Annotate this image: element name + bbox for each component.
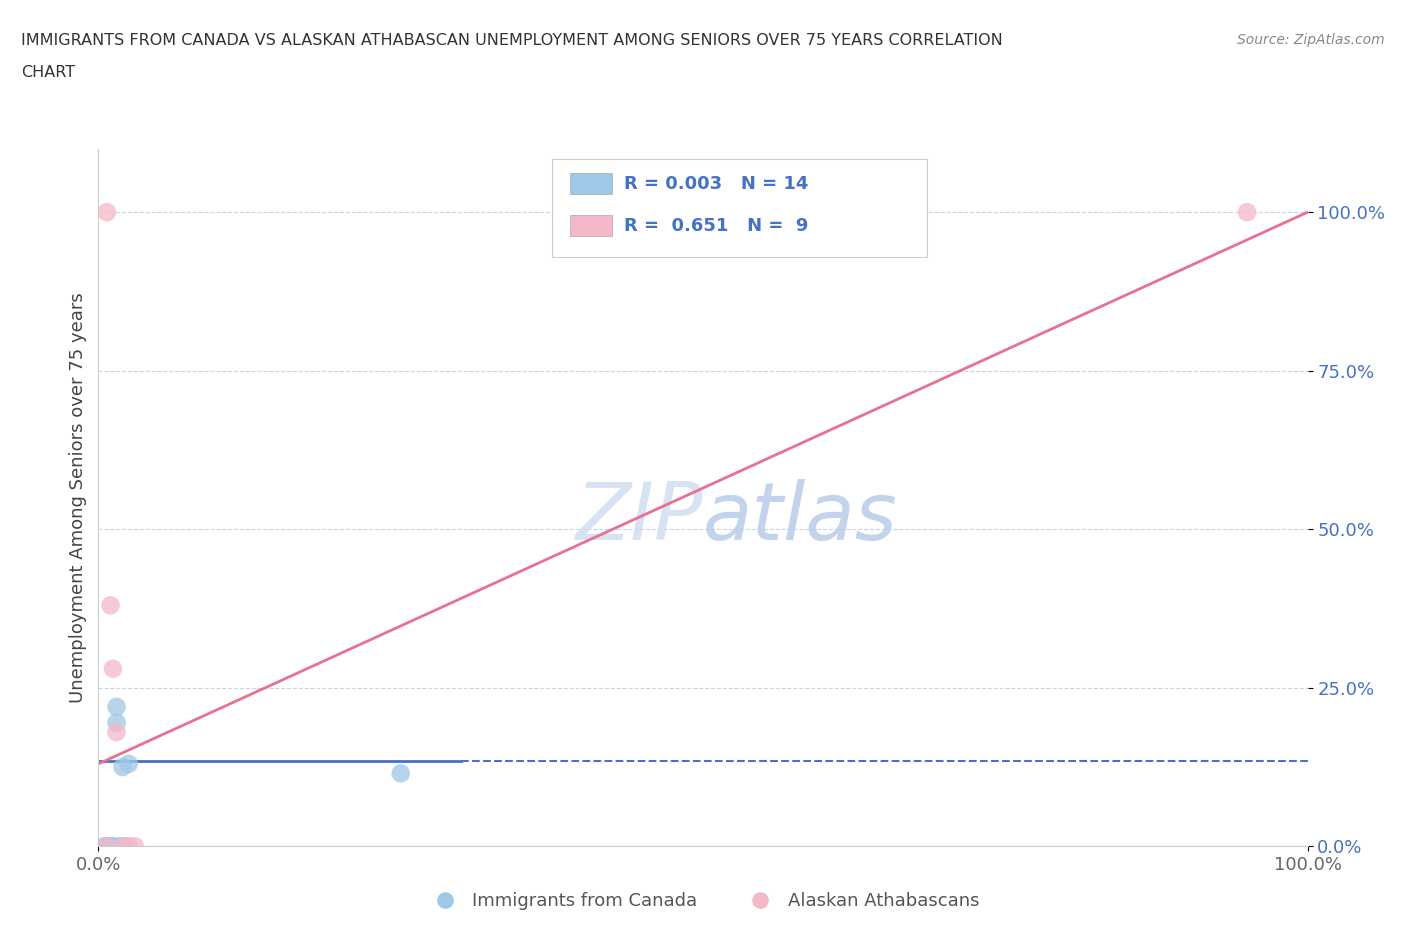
Y-axis label: Unemployment Among Seniors over 75 years: Unemployment Among Seniors over 75 years xyxy=(69,292,87,703)
Point xyxy=(100,839,122,854)
Point xyxy=(118,839,141,854)
Point xyxy=(105,715,128,730)
Point xyxy=(100,839,122,854)
Point xyxy=(108,839,131,854)
Point xyxy=(101,661,124,676)
Text: R = 0.003   N = 14: R = 0.003 N = 14 xyxy=(624,175,808,193)
FancyBboxPatch shape xyxy=(569,173,613,194)
Point xyxy=(111,760,134,775)
Point xyxy=(108,839,131,854)
Text: atlas: atlas xyxy=(703,480,898,557)
Point xyxy=(93,839,115,854)
Point xyxy=(118,756,141,771)
FancyBboxPatch shape xyxy=(551,159,927,257)
Point xyxy=(96,839,118,854)
Point xyxy=(96,839,118,854)
Legend: Immigrants from Canada, Alaskan Athabascans: Immigrants from Canada, Alaskan Athabasc… xyxy=(420,885,986,918)
FancyBboxPatch shape xyxy=(569,215,613,236)
Point xyxy=(100,839,122,854)
Text: ZIP: ZIP xyxy=(575,480,703,557)
Text: R =  0.651   N =  9: R = 0.651 N = 9 xyxy=(624,217,808,234)
Point xyxy=(100,598,122,613)
Text: IMMIGRANTS FROM CANADA VS ALASKAN ATHABASCAN UNEMPLOYMENT AMONG SENIORS OVER 75 : IMMIGRANTS FROM CANADA VS ALASKAN ATHABA… xyxy=(21,33,1002,47)
Text: Source: ZipAtlas.com: Source: ZipAtlas.com xyxy=(1237,33,1385,46)
Point xyxy=(111,839,134,854)
Point xyxy=(124,839,146,854)
Text: CHART: CHART xyxy=(21,65,75,80)
Point xyxy=(105,724,128,739)
Point xyxy=(389,766,412,781)
Point xyxy=(114,839,136,854)
Point xyxy=(105,699,128,714)
Point xyxy=(1236,205,1258,219)
Point xyxy=(101,839,124,854)
Point xyxy=(96,205,118,219)
